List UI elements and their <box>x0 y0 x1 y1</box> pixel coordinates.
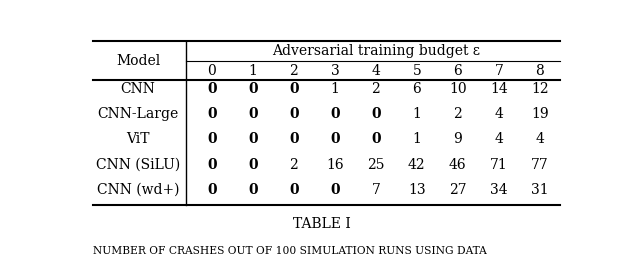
Text: 0: 0 <box>330 107 340 121</box>
Text: 9: 9 <box>453 132 462 146</box>
Text: 42: 42 <box>408 158 426 172</box>
Text: CNN (wd+): CNN (wd+) <box>97 183 180 197</box>
Text: 1: 1 <box>413 132 421 146</box>
Text: TABLE I: TABLE I <box>293 217 350 231</box>
Text: 1: 1 <box>413 107 421 121</box>
Text: 71: 71 <box>490 158 507 172</box>
Text: 6: 6 <box>413 82 421 96</box>
Text: 25: 25 <box>367 158 384 172</box>
Text: 0: 0 <box>330 183 340 197</box>
Text: 10: 10 <box>449 82 467 96</box>
Text: 7: 7 <box>371 183 381 197</box>
Text: 31: 31 <box>531 183 549 197</box>
Text: CNN (SiLU): CNN (SiLU) <box>96 158 180 172</box>
Text: 14: 14 <box>490 82 507 96</box>
Text: 2: 2 <box>290 64 298 78</box>
Text: 0: 0 <box>207 132 217 146</box>
Text: Adversarial training budget ε: Adversarial training budget ε <box>272 44 480 58</box>
Text: 27: 27 <box>449 183 467 197</box>
Text: 0: 0 <box>248 132 257 146</box>
Text: 2: 2 <box>453 107 462 121</box>
Text: 4: 4 <box>371 64 381 78</box>
Text: 16: 16 <box>326 158 344 172</box>
Text: 0: 0 <box>330 132 340 146</box>
Text: 4: 4 <box>494 132 503 146</box>
Text: 0: 0 <box>248 158 257 172</box>
Text: 7: 7 <box>494 64 503 78</box>
Text: 0: 0 <box>207 158 217 172</box>
Text: 0: 0 <box>207 183 217 197</box>
Text: 0: 0 <box>289 183 299 197</box>
Text: 0: 0 <box>371 132 381 146</box>
Text: 12: 12 <box>531 82 549 96</box>
Text: NUMBER OF CRASHES OUT OF 100 SIMULATION RUNS USING DATA: NUMBER OF CRASHES OUT OF 100 SIMULATION … <box>93 246 487 256</box>
Text: CNN: CNN <box>121 82 156 96</box>
Text: 0: 0 <box>289 132 299 146</box>
Text: 34: 34 <box>490 183 507 197</box>
Text: 6: 6 <box>453 64 462 78</box>
Text: 2: 2 <box>290 158 298 172</box>
Text: 0: 0 <box>248 107 257 121</box>
Text: ViT: ViT <box>126 132 150 146</box>
Text: 0: 0 <box>289 82 299 96</box>
Text: 8: 8 <box>536 64 544 78</box>
Text: 2: 2 <box>372 82 380 96</box>
Text: 0: 0 <box>248 82 257 96</box>
Text: 0: 0 <box>207 82 217 96</box>
Text: 5: 5 <box>413 64 421 78</box>
Text: 0: 0 <box>248 183 257 197</box>
Text: 19: 19 <box>531 107 549 121</box>
Text: Model: Model <box>116 54 160 68</box>
Text: 1: 1 <box>330 82 339 96</box>
Text: 4: 4 <box>536 132 544 146</box>
Text: 0: 0 <box>289 107 299 121</box>
Text: 46: 46 <box>449 158 467 172</box>
Text: 0: 0 <box>207 107 217 121</box>
Text: 3: 3 <box>330 64 339 78</box>
Text: 4: 4 <box>494 107 503 121</box>
Text: 0: 0 <box>207 64 216 78</box>
Text: 77: 77 <box>531 158 549 172</box>
Text: CNN-Large: CNN-Large <box>97 107 179 121</box>
Text: 1: 1 <box>249 64 257 78</box>
Text: 0: 0 <box>371 107 381 121</box>
Text: 13: 13 <box>408 183 426 197</box>
